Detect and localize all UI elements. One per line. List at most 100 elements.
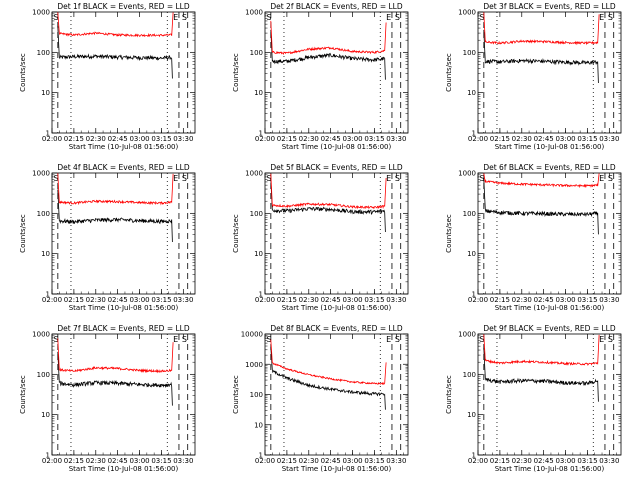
chart-title: Det 6f BLACK = Events, RED = LLD [483,163,616,172]
series-line-events [57,351,173,406]
marker-S-left: S [266,13,271,22]
series-line-events [270,29,386,80]
chart-title: Det 5f BLACK = Events, RED = LLD [270,163,403,172]
marker-E: E [599,174,604,183]
marker-S-left: S [53,174,58,183]
marker-S-right: S [608,13,613,22]
x-tick-label: 02:30 [299,135,319,143]
y-tick-label: 1 [259,452,263,460]
marker-E: E [599,13,604,22]
x-tick-label: 03:00 [129,296,149,304]
marker-S-right: S [395,13,400,22]
x-tick-label: 03:15 [151,457,171,465]
marker-S-left: S [266,335,271,344]
x-tick-label: 03:00 [342,296,362,304]
x-tick-label: 02:00 [468,135,488,143]
plot-frame [264,11,409,134]
chart-title: Det 3f BLACK = Events, RED = LLD [483,2,616,11]
marker-E: E [386,13,391,22]
y-axis-label: Counts/sec [232,53,240,92]
x-tick-label: 02:45 [534,296,554,304]
x-tick-label: 03:15 [364,296,384,304]
y-axis-label: Counts/sec [19,53,27,92]
x-tick-label: 02:30 [512,135,532,143]
x-tick-label: 02:15 [490,296,510,304]
y-tick-label: 10 [41,250,50,258]
y-tick-label: 1000 [458,9,476,17]
x-tick-label: 03:30 [386,457,406,465]
chart-title: Det 8f BLACK = Events, RED = LLD [270,324,403,333]
x-axis-label: Start Time (10-Jul-08 01:56:00) [69,465,179,473]
marker-S-left: S [53,335,58,344]
y-tick-label: 1000 [245,361,263,369]
series-line-events [483,29,599,84]
x-tick-label: 03:30 [386,135,406,143]
series-line-lld [483,334,600,366]
x-tick-label: 02:15 [64,296,84,304]
series-line-events [270,347,386,410]
x-tick-label: 03:00 [342,457,362,465]
x-tick-label: 03:30 [173,296,193,304]
marker-E: E [386,335,391,344]
y-tick-label: 10 [254,250,263,258]
y-tick-label: 100 [250,210,263,218]
x-tick-label: 02:45 [108,135,128,143]
chart-panel-3: Det 3f BLACK = Events, RED = LLD 1 10 100 10… [445,2,622,151]
marker-S-left: S [479,13,484,22]
plot-frame [51,172,196,295]
x-tick-label: 03:00 [555,135,575,143]
x-tick-label: 03:00 [342,135,362,143]
x-tick-label: 03:00 [129,457,149,465]
marker-S-left: S [53,13,58,22]
x-tick-label: 02:30 [86,457,106,465]
x-tick-label: 02:30 [512,296,532,304]
y-tick-label: 100 [250,391,263,399]
series-line-events [483,347,599,402]
marker-E: E [599,335,604,344]
chart-panel-6: Det 6f BLACK = Events, RED = LLD 1 10 100 10… [445,163,622,312]
y-axis-label: Counts/sec [232,214,240,253]
x-tick-label: 03:30 [386,296,406,304]
series-line-lld [270,339,387,386]
x-axis-label: Start Time (10-Jul-08 01:56:00) [69,304,179,312]
series-line-lld [57,12,174,38]
marker-S-right: S [608,335,613,344]
y-tick-label: 1000 [458,331,476,339]
marker-E: E [173,335,178,344]
x-tick-label: 03:15 [577,296,597,304]
x-axis-label: Start Time (10-Jul-08 01:56:00) [495,304,605,312]
x-tick-label: 02:45 [321,135,341,143]
x-tick-label: 02:45 [534,135,554,143]
x-tick-label: 02:00 [255,296,275,304]
x-tick-label: 02:15 [277,457,297,465]
x-axis-label: Start Time (10-Jul-08 01:56:00) [282,465,392,473]
y-tick-label: 1000 [32,170,50,178]
y-tick-label: 10 [467,411,476,419]
plot-frame [477,11,622,134]
x-tick-label: 02:00 [255,457,275,465]
series-line-events [57,25,173,79]
x-tick-label: 03:30 [173,135,193,143]
y-tick-label: 10000 [241,331,263,339]
y-tick-label: 1000 [32,331,50,339]
marker-S-right: S [182,174,187,183]
plot-frame [477,172,622,295]
marker-E: E [173,174,178,183]
x-tick-label: 02:30 [86,135,106,143]
x-tick-label: 02:45 [108,457,128,465]
marker-S-right: S [182,335,187,344]
series-line-events [483,179,599,235]
y-axis-label: Counts/sec [445,53,453,92]
y-tick-label: 1000 [245,9,263,17]
x-tick-label: 03:30 [599,457,619,465]
y-tick-label: 100 [250,49,263,57]
chart-title: Det 4f BLACK = Events, RED = LLD [57,163,190,172]
series-line-events [57,189,173,243]
x-tick-label: 02:00 [42,296,62,304]
y-axis-label: Counts/sec [232,375,240,414]
series-line-lld [270,173,387,210]
y-tick-label: 100 [37,371,50,379]
x-axis-label: Start Time (10-Jul-08 01:56:00) [282,143,392,151]
y-tick-label: 100 [463,49,476,57]
x-axis-label: Start Time (10-Jul-08 01:56:00) [69,143,179,151]
